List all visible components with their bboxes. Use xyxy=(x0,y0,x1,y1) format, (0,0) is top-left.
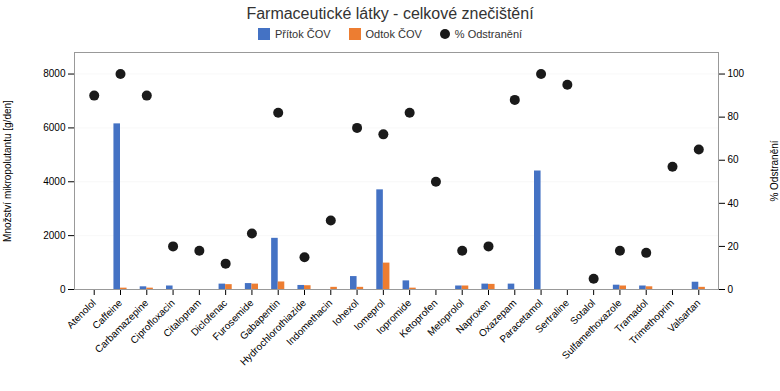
svg-text:Iopromide: Iopromide xyxy=(374,297,414,337)
svg-text:Valsartan: Valsartan xyxy=(665,297,702,334)
svg-text:2000: 2000 xyxy=(43,230,66,241)
svg-text:100: 100 xyxy=(728,68,745,79)
svg-text:Sulfamethoxazole: Sulfamethoxazole xyxy=(559,297,624,362)
svg-text:Množství mikropolutantu [g/den: Množství mikropolutantu [g/den] xyxy=(2,100,13,242)
svg-text:4000: 4000 xyxy=(43,176,66,187)
html-text:Farmaceutické látky - celkové: Farmaceutické látky - celkové znečištění xyxy=(246,5,534,22)
svg-text:Atenolol: Atenolol xyxy=(64,297,98,331)
svg-text:Ciprofloxacin: Ciprofloxacin xyxy=(128,297,177,346)
html-text:Odtok ČOV: Odtok ČOV xyxy=(365,28,422,40)
svg-text:80: 80 xyxy=(728,111,740,122)
svg-text:Iohexol: Iohexol xyxy=(330,297,361,328)
svg-text:Hydrochlorothiazide: Hydrochlorothiazide xyxy=(237,297,309,368)
svg-text:0: 0 xyxy=(60,284,66,295)
svg-text:Citalopram: Citalopram xyxy=(161,297,203,340)
svg-text:Trimethoprim: Trimethoprim xyxy=(627,297,677,347)
html-text:Přítok ČOV: Přítok ČOV xyxy=(274,28,331,40)
svg-text:Sertraline: Sertraline xyxy=(533,297,571,335)
svg-text:Oxazepam: Oxazepam xyxy=(476,297,519,340)
svg-text:Naproxen: Naproxen xyxy=(453,297,493,336)
svg-text:Gabapentin: Gabapentin xyxy=(237,297,282,342)
svg-text:% Odstranění: % Odstranění xyxy=(769,140,780,201)
svg-text:20: 20 xyxy=(728,241,740,252)
svg-text:0: 0 xyxy=(728,284,734,295)
svg-text:Ketoprofen: Ketoprofen xyxy=(397,297,440,340)
svg-text:Tramadol: Tramadol xyxy=(612,297,650,335)
svg-text:Indomethacin: Indomethacin xyxy=(284,297,334,347)
svg-text:Metoprolol: Metoprolol xyxy=(425,297,466,338)
svg-text:40: 40 xyxy=(728,198,740,209)
svg-text:Diclofenac: Diclofenac xyxy=(188,297,230,338)
svg-text:Furosemide: Furosemide xyxy=(210,297,256,343)
svg-text:Sotalol: Sotalol xyxy=(567,297,598,327)
svg-text:8000: 8000 xyxy=(43,68,66,79)
svg-text:Paracetamol: Paracetamol xyxy=(497,297,544,344)
html-text:% Odstranění: % Odstranění xyxy=(454,28,523,40)
svg-text:60: 60 xyxy=(728,154,740,165)
svg-text:Iomeprol: Iomeprol xyxy=(351,297,387,333)
svg-text:6000: 6000 xyxy=(43,122,66,133)
svg-text:Caffeine: Caffeine xyxy=(90,297,125,332)
svg-text:Carbamazepine: Carbamazepine xyxy=(92,297,151,355)
